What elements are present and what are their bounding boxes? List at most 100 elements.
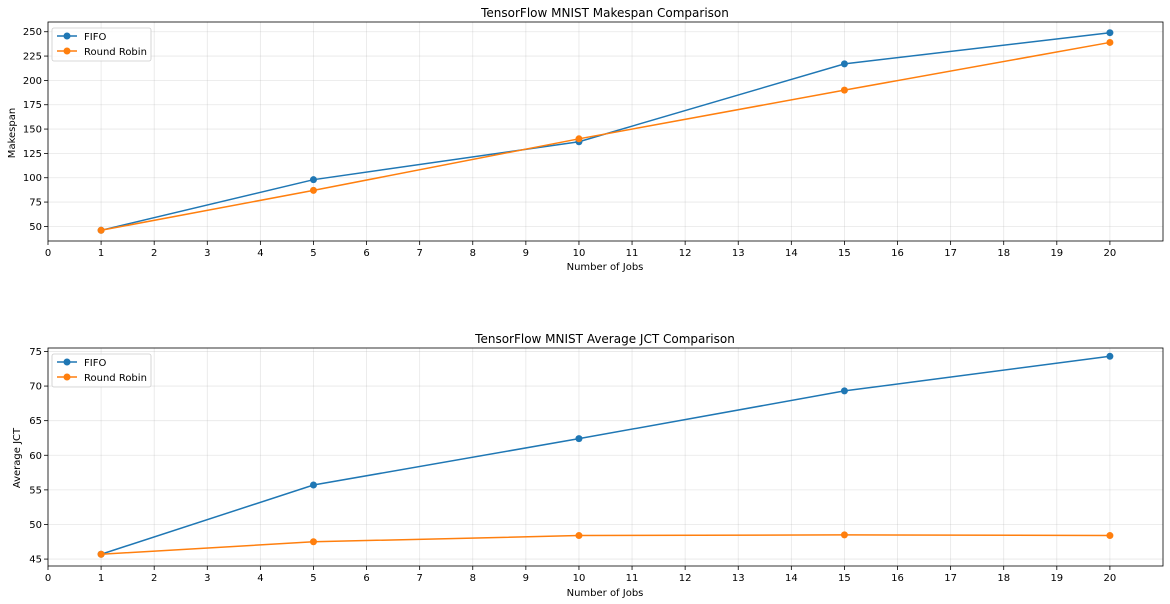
x-tick-label: 3 — [204, 573, 210, 584]
legend: FIFO Round Robin — [51, 353, 152, 388]
x-tick-label: 10 — [573, 248, 586, 259]
series-line-fifo — [100, 31, 1110, 232]
chart-makespan: TensorFlow MNIST Makespan Comparison Mak… — [7, 6, 1164, 273]
y-tick-label: 75 — [29, 347, 42, 358]
y-tick-label: 60 — [29, 451, 42, 462]
y-tick-label: 200 — [23, 76, 42, 87]
x-tick-label: 13 — [732, 248, 745, 259]
x-tick-label: 12 — [679, 248, 692, 259]
x-tick-label: 9 — [523, 248, 529, 259]
x-tick-label: 1 — [98, 573, 104, 584]
x-tick-label: 14 — [785, 248, 798, 259]
x-axis-label: Number of Jobs — [567, 262, 644, 273]
data-point-fifo — [309, 176, 317, 184]
x-tick-label: 16 — [891, 573, 904, 584]
x-tick-label: 20 — [1104, 573, 1117, 584]
x-tick-label: 12 — [679, 573, 692, 584]
data-point-fifo — [840, 387, 848, 395]
series-line-round-robin — [101, 534, 1110, 555]
x-tick-label: 8 — [470, 248, 476, 259]
x-tick-label: 2 — [151, 248, 157, 259]
data-point-fifo — [1106, 352, 1114, 360]
x-tick-label: 15 — [838, 248, 851, 259]
y-tick-label: 50 — [29, 520, 42, 531]
data-point-fifo — [575, 435, 583, 443]
axes-frame — [47, 21, 1164, 242]
data-point-round-robin — [97, 226, 105, 234]
legend: FIFO Round Robin — [51, 27, 152, 62]
x-tick-label: 7 — [416, 573, 422, 584]
x-tick-label: 6 — [363, 573, 369, 584]
x-tick-label: 14 — [785, 573, 798, 584]
y-tick-label: 100 — [23, 173, 42, 184]
x-axis-label: Number of Jobs — [567, 588, 644, 599]
y-tick-label: 65 — [29, 416, 42, 427]
x-tick-label: 0 — [45, 248, 51, 259]
x-tick-label: 0 — [45, 573, 51, 584]
legend-marker-round-robin — [63, 47, 71, 55]
y-tick-label: 175 — [23, 100, 42, 111]
x-tick-label: 10 — [573, 573, 586, 584]
chart-average-jct: TensorFlow MNIST Average JCT Comparison … — [12, 332, 1164, 599]
data-point-round-robin — [840, 86, 848, 94]
x-tick-label: 7 — [416, 248, 422, 259]
x-tick-label: 19 — [1050, 573, 1063, 584]
data-point-round-robin — [97, 550, 105, 558]
ticks: 0 1 2 3 4 5 6 7 8 9 10 11 12 13 14 15 16 17 18 19 2050751001… — [23, 27, 1116, 259]
x-tick-label: 9 — [523, 573, 529, 584]
x-tick-label: 17 — [944, 248, 957, 259]
x-tick-label: 16 — [891, 248, 904, 259]
x-tick-label: 15 — [838, 573, 851, 584]
series-round-robin — [97, 531, 1114, 558]
y-tick-label: 150 — [23, 125, 42, 136]
x-tick-label: 19 — [1050, 248, 1063, 259]
x-tick-label: 11 — [626, 573, 639, 584]
x-tick-label: 5 — [310, 573, 316, 584]
y-tick-label: 75 — [29, 198, 42, 209]
y-tick-label: 50 — [29, 222, 42, 233]
legend-label-round-robin: Round Robin — [84, 373, 147, 384]
grid — [47, 22, 1163, 241]
y-axis-label: Makespan — [7, 108, 18, 158]
x-tick-label: 1 — [98, 248, 104, 259]
x-tick-label: 5 — [310, 248, 316, 259]
x-tick-label: 18 — [997, 248, 1010, 259]
data-point-round-robin — [309, 186, 317, 194]
axes-frame — [47, 347, 1164, 567]
legend-marker-round-robin — [63, 373, 71, 381]
data-point-round-robin — [840, 531, 848, 539]
x-tick-label: 11 — [626, 248, 639, 259]
x-tick-label: 8 — [470, 573, 476, 584]
y-tick-label: 225 — [23, 52, 42, 63]
data-point-fifo — [1106, 29, 1114, 37]
y-tick-label: 55 — [29, 485, 42, 496]
x-tick-label: 4 — [257, 573, 263, 584]
data-point-round-robin — [575, 532, 583, 540]
data-point-round-robin — [575, 135, 583, 143]
chart-title: TensorFlow MNIST Makespan Comparison — [480, 6, 729, 20]
y-tick-label: 125 — [23, 149, 42, 160]
legend-label-fifo: FIFO — [84, 358, 106, 369]
x-tick-label: 17 — [944, 573, 957, 584]
x-tick-label: 20 — [1104, 248, 1117, 259]
x-tick-label: 4 — [257, 248, 263, 259]
x-tick-label: 3 — [204, 248, 210, 259]
data-point-round-robin — [309, 538, 317, 546]
y-tick-label: 45 — [29, 555, 42, 566]
grid — [47, 348, 1163, 566]
x-tick-label: 18 — [997, 573, 1010, 584]
x-tick-label: 2 — [151, 573, 157, 584]
legend-label-fifo: FIFO — [84, 32, 106, 43]
series-round-robin — [97, 38, 1114, 234]
data-point-fifo — [309, 481, 317, 489]
y-axis-label: Average JCT — [12, 427, 23, 488]
data-point-round-robin — [1106, 532, 1114, 540]
ticks: 0 1 2 3 4 5 6 7 8 9 10 11 12 13 14 15 16 17 18 19 2045505560… — [29, 347, 1116, 584]
chart-title: TensorFlow MNIST Average JCT Comparison — [474, 332, 735, 346]
data-point-fifo — [840, 60, 848, 68]
y-tick-label: 250 — [23, 27, 42, 38]
series-fifo — [97, 29, 1114, 234]
y-tick-label: 70 — [29, 382, 42, 393]
data-point-round-robin — [1106, 38, 1114, 46]
